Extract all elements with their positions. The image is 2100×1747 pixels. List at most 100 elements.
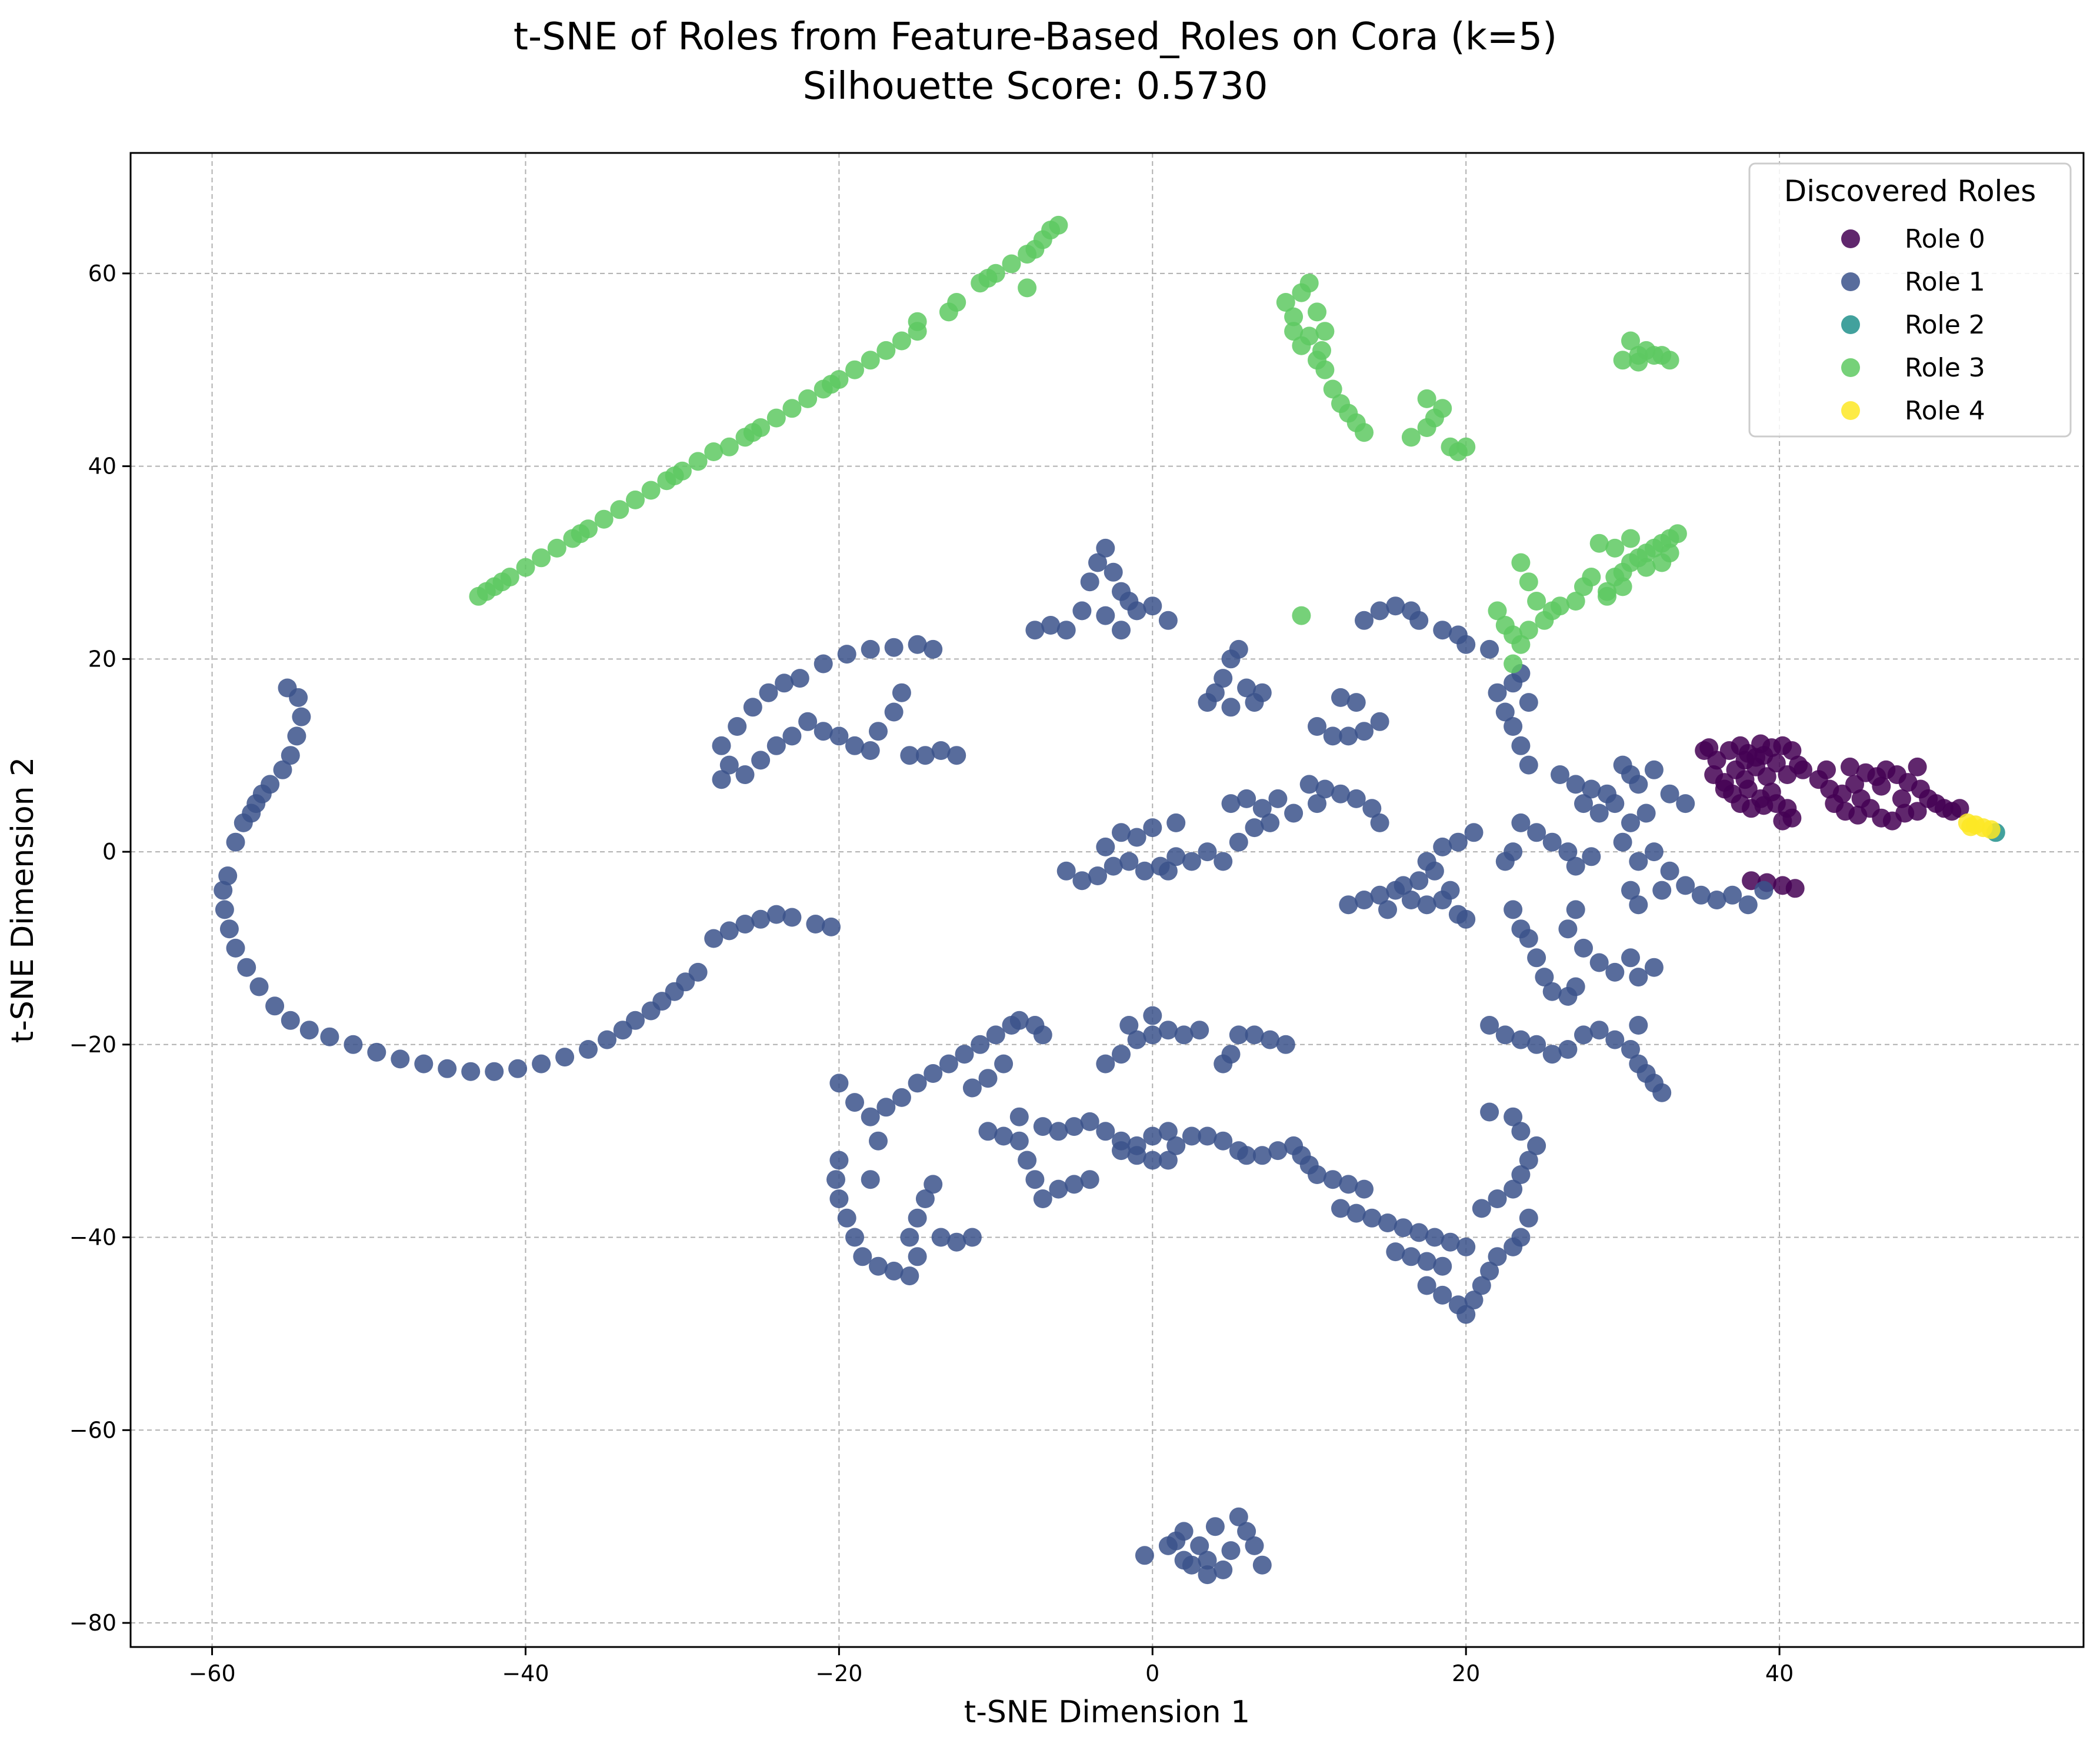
- data-point: [1480, 1016, 1499, 1035]
- data-point: [892, 331, 911, 351]
- data-point: [1229, 832, 1248, 852]
- data-point: [579, 1040, 598, 1059]
- data-point: [1519, 693, 1538, 712]
- data-point: [1198, 842, 1217, 862]
- data-point: [931, 741, 951, 760]
- data-point: [869, 722, 888, 741]
- data-point: [1245, 1536, 1264, 1555]
- data-point: [461, 1062, 481, 1081]
- data-point: [1143, 1006, 1162, 1025]
- data-point: [1299, 775, 1319, 794]
- data-point: [1261, 813, 1280, 832]
- data-point: [1323, 379, 1342, 399]
- data-point: [884, 638, 904, 657]
- data-point: [869, 1131, 888, 1151]
- data-point: [1229, 1025, 1248, 1045]
- data-point: [1252, 1555, 1272, 1575]
- data-point: [1660, 544, 1679, 563]
- data-point: [1574, 938, 1593, 958]
- data-point: [822, 375, 841, 394]
- data-point: [915, 746, 935, 765]
- data-point: [806, 915, 825, 933]
- data-point: [641, 481, 661, 500]
- data-point: [1127, 828, 1146, 847]
- data-point: [1292, 336, 1311, 355]
- data-point: [861, 351, 880, 370]
- data-point: [1214, 1054, 1233, 1073]
- data-point: [626, 1011, 645, 1030]
- data-point: [1174, 1025, 1194, 1045]
- data-point: [719, 921, 739, 941]
- data-point: [1589, 534, 1609, 553]
- data-point: [1908, 757, 1927, 776]
- data-point: [814, 722, 833, 741]
- data-point: [1135, 861, 1154, 881]
- data-point: [1817, 760, 1836, 779]
- data-point: [1511, 1228, 1531, 1247]
- data-point: [1488, 683, 1507, 702]
- x-tick-label: −20: [815, 1661, 862, 1686]
- data-point: [766, 736, 786, 755]
- data-point: [1362, 799, 1382, 818]
- data-point: [1339, 895, 1358, 915]
- data-point: [1644, 760, 1664, 779]
- data-point: [1276, 293, 1295, 312]
- data-point: [492, 572, 512, 592]
- data-point: [1621, 881, 1640, 900]
- data-point: [1504, 1179, 1523, 1199]
- data-point: [1049, 215, 1068, 235]
- data-point: [1757, 767, 1776, 786]
- data-point: [516, 558, 535, 577]
- data-point: [1409, 871, 1429, 891]
- data-point: [1143, 1151, 1162, 1170]
- data-point: [1158, 611, 1178, 630]
- data-point: [1519, 621, 1538, 640]
- data-points: [214, 215, 2005, 1585]
- legend-label: Role 1: [1905, 267, 1985, 297]
- data-point: [1166, 813, 1186, 832]
- legend-marker: [1841, 358, 1860, 377]
- chart-subtitle: Silhouette Score: 0.5730: [803, 65, 1268, 108]
- data-point: [1691, 885, 1711, 905]
- data-point: [226, 938, 245, 958]
- data-point: [1158, 861, 1178, 881]
- data-point: [1488, 1189, 1507, 1208]
- axis-ticks: −60 −40 −20 0 20 40 −80 −60 −40 −20 0 20 40 60: [69, 261, 1794, 1686]
- data-point: [1355, 423, 1374, 442]
- data-point: [1323, 1170, 1342, 1189]
- data-point: [826, 1170, 845, 1189]
- data-point: [712, 736, 731, 755]
- data-point: [1629, 352, 1648, 372]
- data-point: [665, 466, 684, 485]
- data-point: [1535, 968, 1554, 987]
- legend-items: Role 0 Role 1 Role 2 Role 3 Role 4: [1841, 224, 1985, 426]
- data-point: [1190, 1021, 1209, 1040]
- data-point: [1409, 1223, 1429, 1242]
- data-point: [1519, 755, 1538, 775]
- data-point: [1605, 1030, 1625, 1049]
- data-point: [845, 1228, 864, 1247]
- legend-label: Role 4: [1905, 396, 1985, 426]
- data-point: [1127, 1146, 1146, 1165]
- data-point: [1394, 876, 1413, 895]
- data-point: [1629, 1016, 1648, 1035]
- data-point: [1198, 693, 1217, 712]
- data-point: [1738, 895, 1758, 915]
- data-point: [876, 1098, 896, 1117]
- data-point: [1417, 389, 1436, 408]
- data-point: [1456, 437, 1476, 456]
- data-point: [1574, 1025, 1593, 1045]
- data-point: [1621, 331, 1640, 351]
- data-point: [994, 1054, 1014, 1073]
- data-point: [1542, 982, 1562, 1001]
- data-point: [1158, 1151, 1178, 1170]
- data-point: [908, 312, 927, 331]
- data-point: [571, 524, 590, 544]
- data-point: [704, 929, 724, 948]
- data-point: [1566, 977, 1585, 996]
- data-point: [900, 1266, 919, 1286]
- data-point: [1723, 885, 1742, 905]
- data-point: [915, 1189, 935, 1208]
- data-point: [265, 996, 285, 1016]
- data-point: [1629, 852, 1648, 871]
